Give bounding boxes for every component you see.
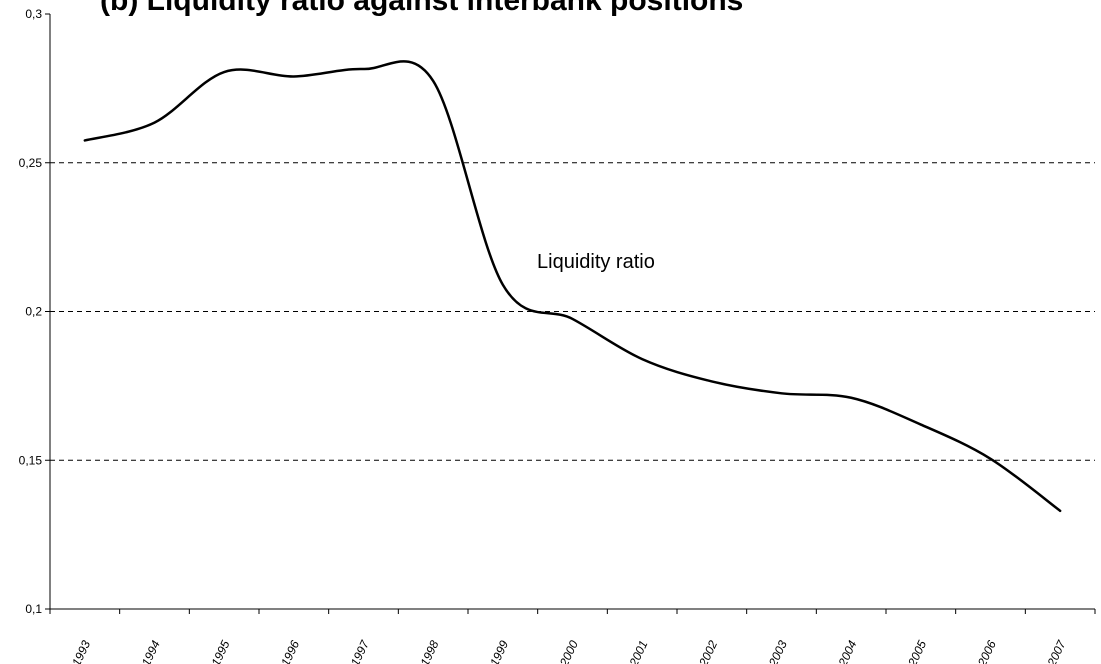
x-tick-label: 2001 [626, 638, 650, 664]
x-tick-label: 1999 [487, 638, 511, 664]
x-tick-label: 1997 [348, 637, 373, 664]
y-axis-ticks: 0,1 0,15 0,2 0,25 0,3 [19, 7, 50, 616]
x-tick-label: 1993 [69, 638, 93, 664]
gridlines [50, 162, 1095, 461]
x-tick-label: 2006 [974, 638, 999, 664]
x-tick-label: 2007 [1044, 637, 1069, 664]
series-line-liquidity-ratio [83, 60, 1062, 513]
x-tick-label: 2003 [765, 638, 790, 664]
x-tick-label: 2005 [905, 638, 930, 664]
y-tick-label: 0,25 [19, 156, 43, 170]
y-tick-label: 0,1 [25, 602, 42, 616]
series-layer [83, 60, 1062, 513]
y-tick-label: 0,15 [19, 453, 43, 467]
chart-title: (b) Liquidity ratio against interbank po… [100, 0, 744, 17]
x-tick-label: 1994 [139, 638, 163, 664]
y-tick-label: 0,3 [25, 7, 42, 21]
series-annotation: Liquidity ratio [537, 251, 655, 273]
y-tick-label: 0,2 [25, 305, 42, 319]
x-axis-ticks: 1993 1994 1995 1996 1997 1998 1999 2000 2001 2002… [49, 609, 1096, 664]
x-tick-label: 2004 [835, 638, 860, 664]
x-tick-label: 2002 [696, 638, 721, 664]
x-tick-label: 1998 [418, 638, 442, 664]
x-tick-label: 1996 [278, 638, 302, 664]
x-tick-label: 2000 [556, 638, 581, 664]
x-tick-label: 1995 [209, 638, 233, 664]
